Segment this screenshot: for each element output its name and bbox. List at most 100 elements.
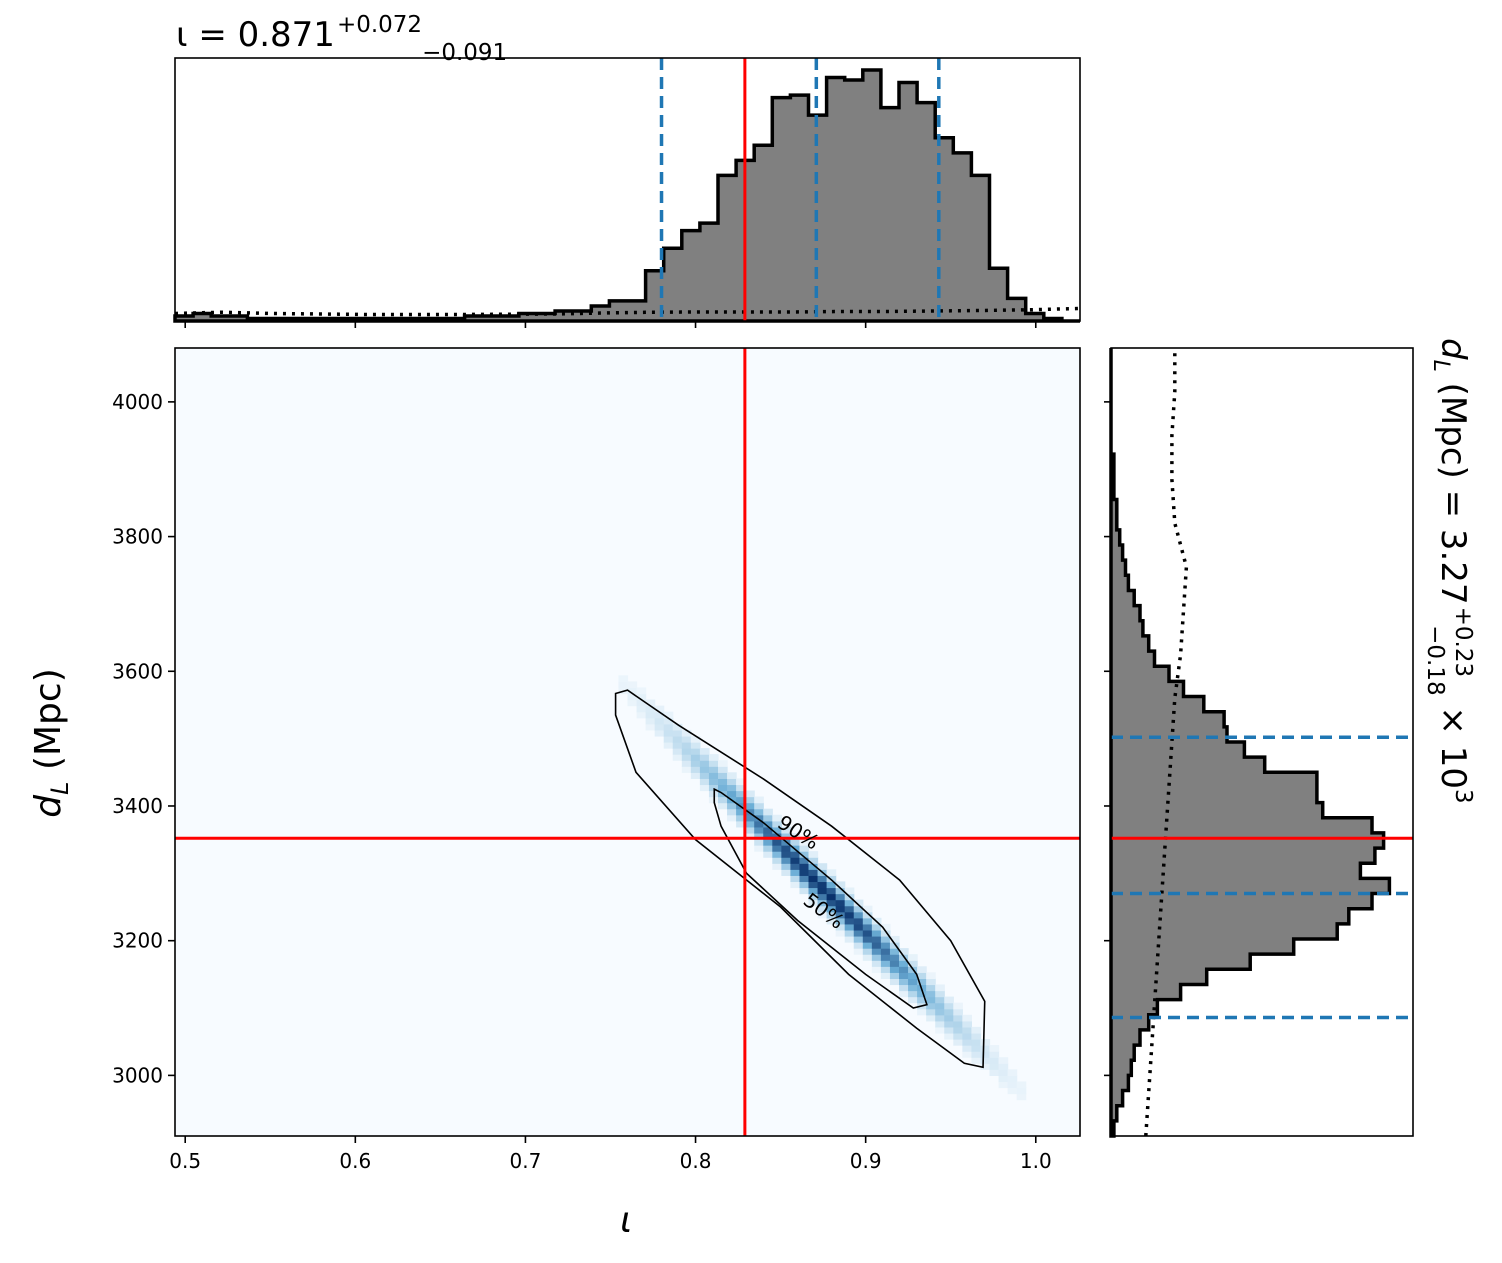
density-cell	[781, 869, 791, 876]
density-cell	[690, 766, 701, 773]
density-cell	[962, 1020, 972, 1028]
density-cell	[826, 887, 837, 895]
density-cell	[708, 784, 719, 792]
density-cell	[708, 772, 719, 779]
density-cell	[971, 1032, 982, 1040]
density-cell	[826, 917, 837, 925]
density-cell	[781, 826, 791, 834]
density-cell	[772, 838, 782, 846]
density-cell	[980, 1045, 991, 1052]
density-cell	[871, 929, 882, 937]
density-cell	[835, 911, 846, 919]
density-cell	[835, 899, 846, 907]
density-cell	[772, 814, 782, 822]
xtick-label-1: 0.6	[339, 1149, 371, 1173]
density-cell	[853, 905, 864, 913]
density-cell	[754, 845, 764, 852]
right-reference-lines	[1111, 735, 1413, 1020]
density-cell	[699, 784, 710, 792]
density-cell	[627, 681, 638, 689]
density-cell	[790, 845, 801, 852]
density-cell	[935, 1020, 945, 1028]
ytick-label-1: 3200	[112, 929, 163, 953]
density-cell	[672, 729, 683, 737]
density-cell	[799, 887, 810, 895]
density-cell	[944, 1014, 954, 1022]
joint-panel: 0.5 0.6 0.7 0.8 0.9 1.0 3000 3200 3400 3600 3800 40…	[28, 347, 1081, 1241]
density-cell	[962, 1014, 972, 1022]
density-cell	[799, 857, 810, 864]
right-y-ticks	[1104, 401, 1111, 1077]
density-cell	[781, 851, 791, 858]
density-cell	[754, 820, 764, 828]
density-cell	[953, 1002, 963, 1010]
density-cell	[944, 1026, 954, 1034]
density-cell	[835, 905, 846, 913]
top-marginal-panel: ι = 0.871+0.072−0.091	[173, 12, 1081, 328]
density-cell	[672, 723, 683, 731]
joint-truth-lines	[175, 348, 1080, 1136]
density-cell	[944, 1002, 954, 1010]
density-cell	[835, 887, 846, 895]
density-cell	[790, 863, 801, 870]
density-cell	[808, 893, 819, 901]
top-x-ticks	[184, 321, 1037, 328]
density-cell	[763, 808, 773, 816]
density-cell	[645, 723, 656, 731]
density-cell	[908, 954, 918, 961]
density-cell	[917, 972, 927, 979]
density-cell	[690, 760, 701, 767]
density-cell	[654, 717, 665, 725]
density-cell	[817, 863, 828, 870]
density-cell	[736, 778, 746, 786]
density-cell	[754, 808, 764, 816]
density-cell	[908, 978, 918, 986]
density-cell	[636, 705, 647, 713]
xtick-label-0: 0.5	[169, 1149, 201, 1173]
density-cell	[935, 1008, 945, 1016]
density-cell	[889, 960, 900, 967]
density-cell	[772, 826, 782, 834]
right-prior-curve	[1144, 348, 1189, 1137]
density-cell	[871, 966, 882, 973]
density-cell	[790, 838, 801, 846]
density-cell	[871, 923, 882, 931]
density-cell	[817, 887, 828, 895]
density-cell	[944, 1020, 954, 1028]
density-cell	[817, 911, 828, 919]
xtick-label-3: 0.8	[680, 1149, 712, 1173]
density-cell	[781, 845, 791, 852]
density-cell	[880, 923, 891, 931]
density-cell	[727, 802, 737, 810]
density-cell	[636, 699, 647, 707]
density-cell	[799, 875, 810, 883]
density-cell	[808, 863, 819, 870]
density-cell	[790, 881, 801, 889]
density-cell	[636, 693, 647, 701]
density-cell	[763, 845, 773, 852]
density-cell	[799, 845, 810, 852]
density-cell	[699, 772, 710, 779]
density-cell	[953, 1020, 963, 1028]
density-cell	[808, 899, 819, 907]
density-cell	[880, 954, 891, 961]
density-cell	[745, 808, 755, 816]
density-cell	[654, 729, 665, 737]
density-cell	[681, 735, 692, 743]
density-cell	[889, 972, 900, 979]
density-cell	[718, 802, 728, 810]
density-cell	[681, 754, 692, 761]
density-cell	[790, 869, 801, 876]
density-cell	[971, 1057, 982, 1064]
right-marginal-panel: dL (Mpc) = 3.27+0.23−0.18 × 103	[1104, 338, 1476, 1138]
density-cell	[962, 1039, 972, 1046]
density-cell	[654, 711, 665, 719]
density-cell	[853, 942, 864, 949]
density-cell	[853, 948, 864, 955]
density-cell	[962, 1051, 972, 1058]
density-cell	[627, 699, 638, 707]
density-cell	[808, 851, 819, 858]
density-cell	[844, 899, 855, 907]
density-cell	[772, 820, 782, 828]
xtick-label-2: 0.7	[510, 1149, 542, 1173]
